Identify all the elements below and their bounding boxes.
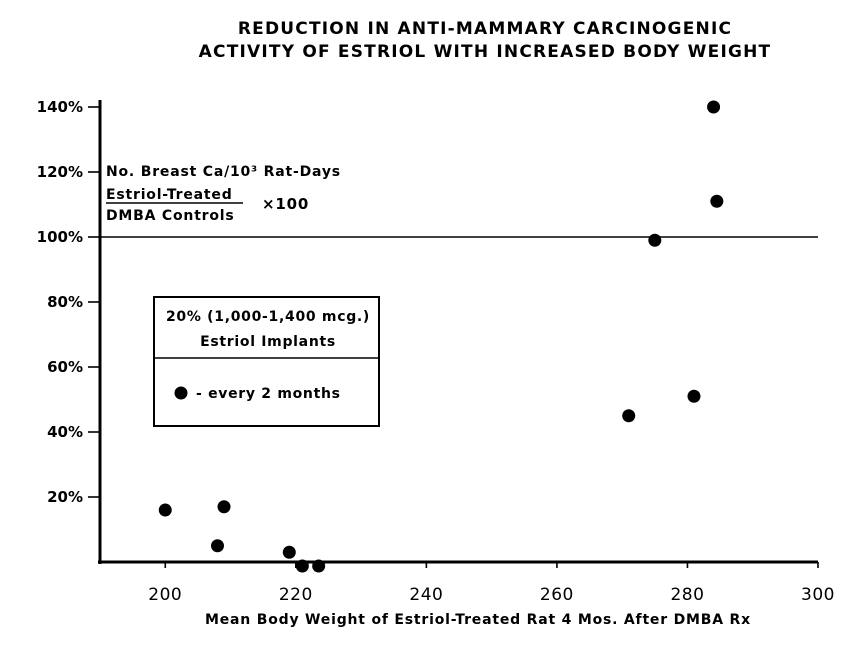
x-tick-label: 260	[540, 585, 574, 605]
axes	[98, 100, 818, 564]
y-axis-label: No. Breast Ca/10³ Rat-Days Estriol-Treat…	[106, 164, 341, 224]
data-point	[707, 100, 721, 114]
y-tick-label: 140%	[37, 98, 83, 116]
y-tick-label: 100%	[37, 228, 83, 246]
y-tick-label: 40%	[47, 423, 83, 441]
data-point	[312, 559, 326, 573]
y-axis-label-line-1: No. Breast Ca/10³ Rat-Days	[106, 164, 341, 180]
y-tick-label: 80%	[47, 293, 83, 311]
x-tick-label: 280	[670, 585, 704, 605]
data-point	[687, 389, 701, 403]
y-tick-label: 60%	[47, 358, 83, 376]
y-tick-label: 20%	[47, 488, 83, 506]
legend-box	[153, 296, 380, 427]
data-point	[710, 194, 724, 208]
y-axis-ticks: 20% 40% 60% 80% 100% 120% 140%	[37, 98, 100, 506]
legend-title-line-1: 20% (1,000-1,400 mcg.)	[166, 309, 370, 325]
data-point	[295, 559, 309, 573]
legend-title-line-2: Estriol Implants	[200, 334, 336, 350]
data-point	[210, 539, 224, 553]
x-axis-ticks: 200 220 240 260 280 300	[148, 562, 835, 605]
data-point	[282, 545, 296, 559]
x-tick-label: 200	[148, 585, 182, 605]
chart-title: REDUCTION IN ANTI-MAMMARY CARCINOGENIC A…	[199, 19, 772, 62]
y-axis-label-line-2: Estriol-Treated	[106, 187, 233, 203]
data-points	[158, 100, 724, 573]
legend-marker-label: - every 2 months	[196, 386, 341, 402]
data-point	[217, 500, 231, 514]
legend-marker	[174, 386, 188, 400]
x-tick-label: 240	[409, 585, 443, 605]
x-tick-label: 220	[279, 585, 313, 605]
y-axis-label-line-3: DMBA Controls	[106, 208, 235, 224]
y-tick-label: 120%	[37, 163, 83, 181]
y-axis-label-multiplier: ×100	[262, 195, 309, 213]
chart-title-line-2: ACTIVITY OF ESTRIOL WITH INCREASED BODY …	[199, 42, 772, 62]
data-point	[622, 409, 636, 423]
data-point	[648, 233, 662, 247]
x-axis-label: Mean Body Weight of Estriol-Treated Rat …	[205, 612, 751, 628]
chart-title-line-1: REDUCTION IN ANTI-MAMMARY CARCINOGENIC	[238, 19, 732, 39]
x-tick-label: 300	[801, 585, 835, 605]
data-point	[158, 503, 172, 517]
legend: 20% (1,000-1,400 mcg.) Estriol Implants …	[153, 296, 380, 427]
